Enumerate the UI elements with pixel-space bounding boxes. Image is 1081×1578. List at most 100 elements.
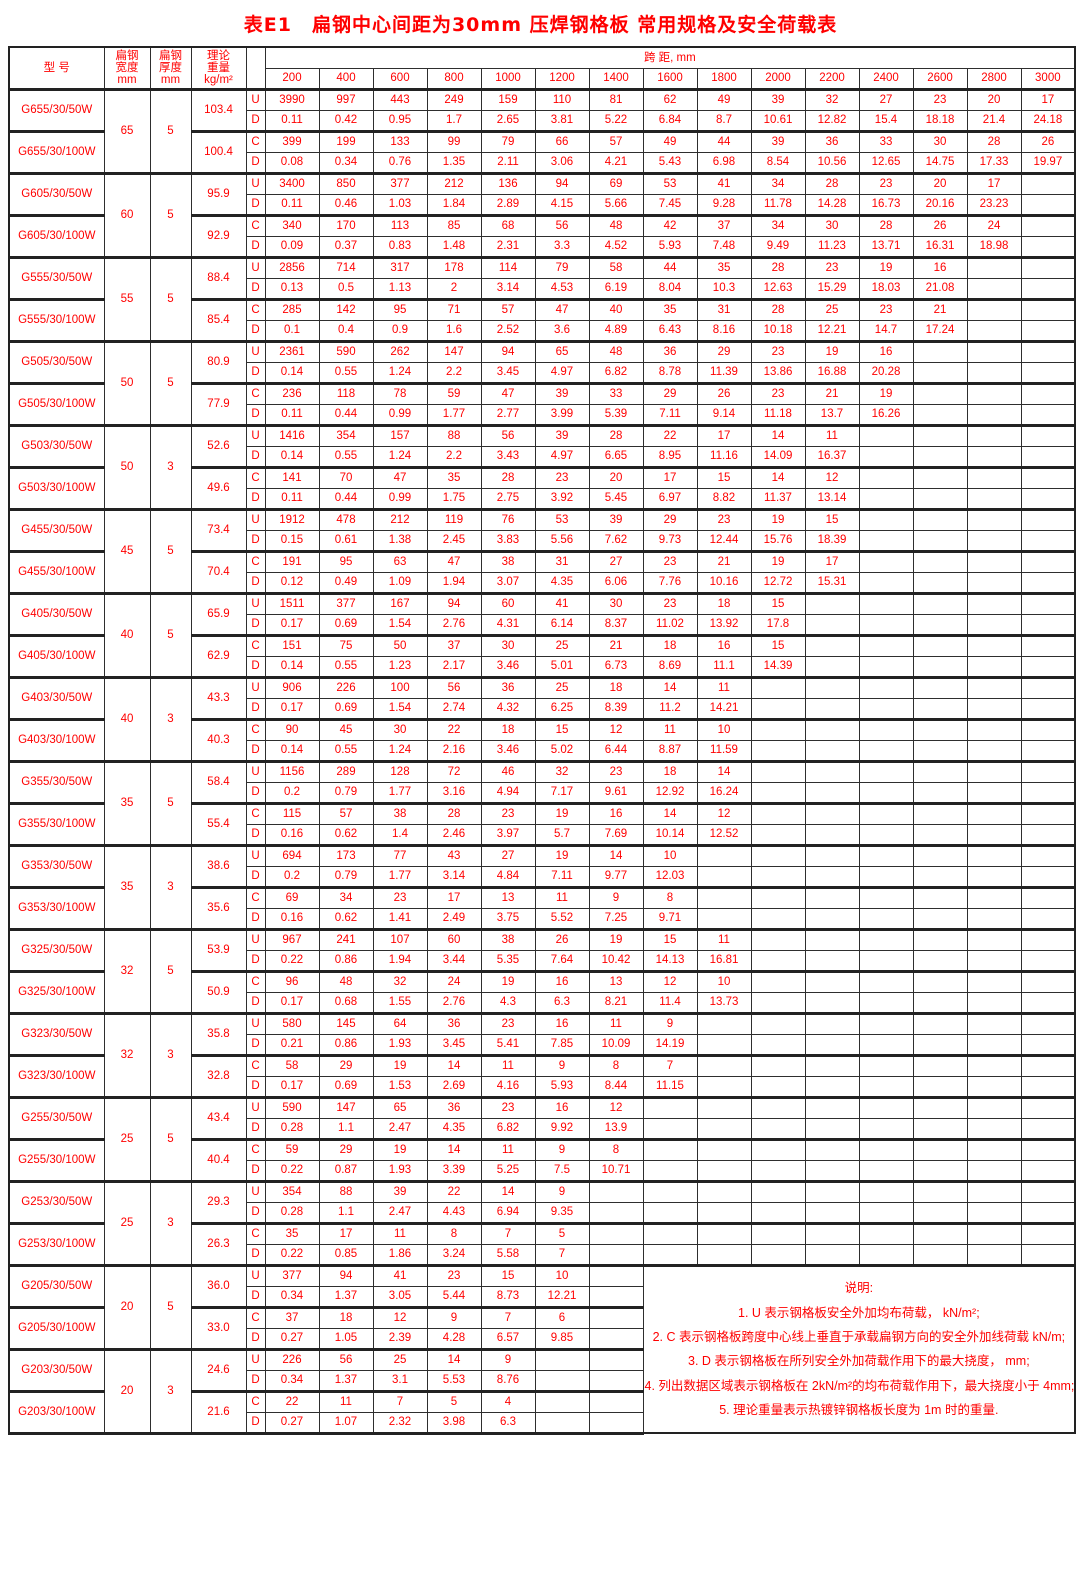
- value-cell: 9.73: [642, 529, 698, 553]
- data-row: D 0.13 0.5 1.13 2 3.14 4.53 6.19 8.04 10.3 12.63 15…: [9, 277, 1076, 301]
- value-cell: 0.2: [264, 865, 320, 889]
- value-cell: 1.54: [372, 613, 428, 637]
- value-cell: 15: [804, 508, 860, 531]
- value-cell: 6.06: [588, 571, 644, 595]
- value-cell: 3.46: [480, 739, 536, 763]
- empty-cell: [912, 1243, 968, 1267]
- empty-cell: [750, 1012, 806, 1035]
- empty-cell: [966, 907, 1022, 931]
- empty-cell: [750, 928, 806, 951]
- value-cell: 18: [696, 592, 752, 615]
- value-cell: 2.74: [426, 697, 482, 721]
- value-cell: 12: [696, 802, 752, 825]
- value-cell: 3.92: [534, 487, 590, 511]
- value-cell: 4.15: [534, 193, 590, 217]
- value-cell: 0.21: [264, 1033, 320, 1057]
- value-cell: 115: [264, 802, 320, 825]
- empty-cell: [912, 1012, 968, 1035]
- empty-cell: [858, 1054, 914, 1077]
- span-col-header: 2800: [966, 67, 1022, 91]
- value-cell: 9: [534, 1054, 590, 1077]
- empty-cell: [804, 634, 860, 657]
- value-cell: 79: [480, 130, 536, 153]
- empty-cell: [750, 907, 806, 931]
- value-cell: 17.24: [912, 319, 968, 343]
- thickness-cell: 5: [149, 508, 192, 595]
- thickness-cell: 5: [149, 760, 192, 847]
- empty-cell: [858, 802, 914, 825]
- value-cell: 0.14: [264, 361, 320, 385]
- value-cell: 3.45: [480, 361, 536, 385]
- value-cell: 43: [426, 844, 482, 867]
- empty-cell: [804, 886, 860, 909]
- value-cell: 94: [480, 340, 536, 363]
- value-cell: 9: [534, 1138, 590, 1161]
- empty-cell: [858, 739, 914, 763]
- empty-cell: [750, 1117, 806, 1141]
- value-cell: 49: [642, 130, 698, 153]
- value-cell: 2.52: [480, 319, 536, 343]
- value-cell: 5.58: [480, 1243, 536, 1267]
- value-cell: 9: [534, 1180, 590, 1203]
- value-cell: 340: [264, 214, 320, 237]
- value-cell: 354: [318, 424, 374, 447]
- col-header-weight: 理论 重量 kg/m²: [190, 46, 247, 91]
- value-cell: 14.13: [642, 949, 698, 973]
- empty-cell: [966, 571, 1022, 595]
- span-col-header: 1000: [480, 67, 536, 91]
- empty-cell: [966, 739, 1022, 763]
- value-cell: 69: [264, 886, 320, 909]
- value-cell: 16: [534, 970, 590, 993]
- weight-cell: 88.4: [190, 256, 247, 301]
- value-cell: 11: [804, 424, 860, 447]
- value-cell: 47: [480, 382, 536, 405]
- data-row: D 0.17 0.69 1.54 2.76 4.31 6.14 8.37 11.02 13.92 1…: [9, 613, 1076, 637]
- data-row: G255/30/100W 40.4 C 59 29 19 14 11 9 8: [8, 1138, 1076, 1183]
- row-type-cell: C: [245, 130, 266, 153]
- value-cell: 22: [264, 1390, 320, 1413]
- value-cell: 159: [480, 88, 536, 111]
- row-type-cell: D: [245, 781, 266, 805]
- value-cell: 19: [480, 970, 536, 993]
- value-cell: 30: [480, 634, 536, 657]
- value-cell: 36: [804, 130, 860, 153]
- empty-cell: [696, 1117, 752, 1141]
- value-cell: 37: [696, 214, 752, 237]
- value-cell: 15: [750, 634, 806, 657]
- value-cell: 191: [264, 550, 320, 573]
- thickness-cell: 3: [149, 424, 192, 511]
- value-cell: 36: [426, 1012, 482, 1035]
- value-cell: 212: [372, 508, 428, 531]
- value-cell: 32: [534, 760, 590, 783]
- value-cell: 27: [480, 844, 536, 867]
- empty-cell: [912, 487, 968, 511]
- span-col-header: 400: [318, 67, 374, 91]
- value-cell: 2.47: [372, 1201, 428, 1225]
- value-cell: 25: [534, 676, 590, 699]
- row-type-cell: D: [245, 277, 266, 301]
- value-cell: 7.25: [588, 907, 644, 931]
- model-cell: G203/30/50W: [8, 1348, 105, 1393]
- data-row: G403/30/100W 40.3 C 90 45 30 22 18 15 12 11 10: [8, 718, 1076, 763]
- empty-cell: [750, 1033, 806, 1057]
- value-cell: 5.41: [480, 1033, 536, 1057]
- span-col-header: 200: [264, 67, 320, 91]
- value-cell: 12.52: [696, 823, 752, 847]
- value-cell: 13.7: [804, 403, 860, 427]
- value-cell: 28: [858, 214, 914, 237]
- value-cell: 170: [318, 214, 374, 237]
- empty-cell: [1020, 340, 1076, 363]
- empty-cell: [912, 970, 968, 993]
- value-cell: 0.85: [318, 1243, 374, 1267]
- value-cell: 23: [858, 298, 914, 321]
- value-cell: 0.16: [264, 907, 320, 931]
- empty-cell: [1020, 1033, 1076, 1057]
- value-cell: 5: [534, 1222, 590, 1245]
- header-row-top: 型 号 扁钢 宽度 mm 扁钢 厚度 mm 理论 重量 kg/m² 跨 距, m…: [8, 46, 1076, 91]
- value-cell: 3.05: [372, 1285, 428, 1309]
- value-cell: 0.17: [264, 613, 320, 637]
- empty-cell: [858, 1222, 914, 1245]
- value-cell: 7: [642, 1054, 698, 1077]
- span-col-header: 1600: [642, 67, 698, 91]
- empty-cell: [858, 634, 914, 657]
